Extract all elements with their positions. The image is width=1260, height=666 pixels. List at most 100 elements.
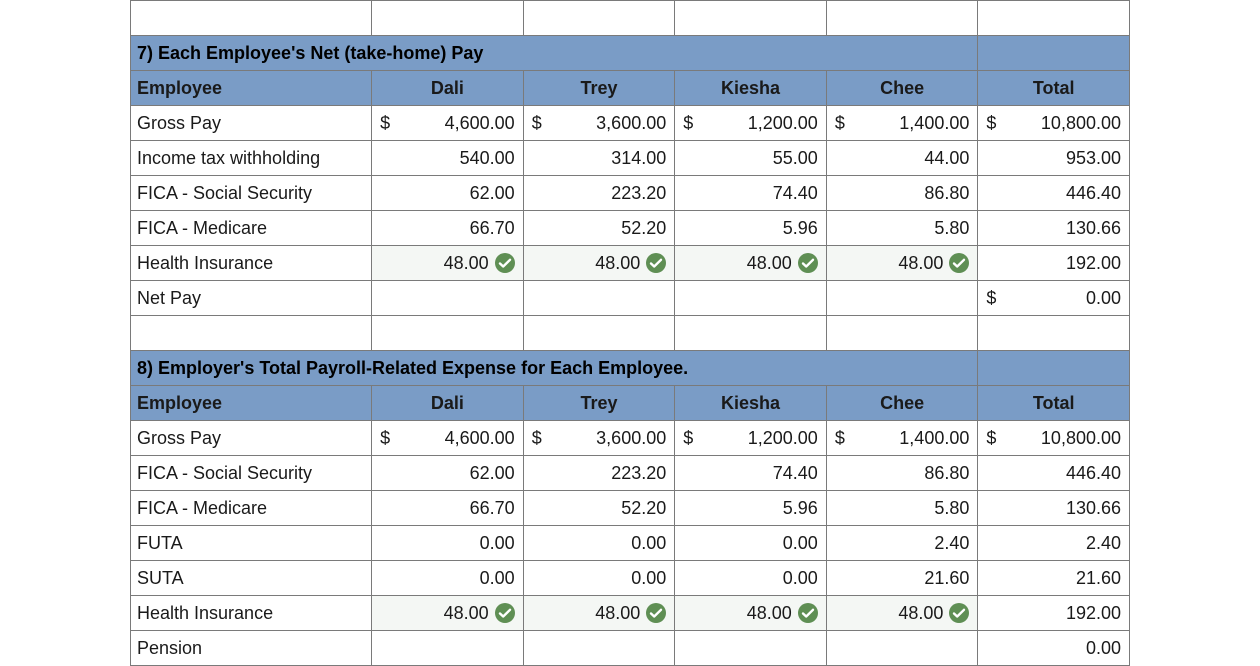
- s7-ficamed-row: FICA - Medicare 66.70 52.20 5.96 5.80 13…: [131, 211, 1130, 246]
- cell[interactable]: 86.80: [826, 456, 978, 491]
- cell[interactable]: 0.00: [372, 561, 524, 596]
- row-label: Income tax withholding: [131, 141, 372, 176]
- cell[interactable]: 66.70: [372, 491, 524, 526]
- cell[interactable]: 44.00: [826, 141, 978, 176]
- section8-title: 8) Employer's Total Payroll-Related Expe…: [131, 351, 978, 386]
- cell[interactable]: 192.00: [978, 596, 1130, 631]
- section8-title-row: 8) Employer's Total Payroll-Related Expe…: [131, 351, 1130, 386]
- cell[interactable]: 223.20: [523, 456, 675, 491]
- cell[interactable]: $10,800.00: [978, 106, 1130, 141]
- cell[interactable]: [523, 281, 675, 316]
- cell[interactable]: 953.00: [978, 141, 1130, 176]
- cell[interactable]: $4,600.00: [372, 106, 524, 141]
- check-icon: [495, 253, 515, 273]
- cell[interactable]: 5.80: [826, 211, 978, 246]
- cell[interactable]: 48.00: [372, 596, 524, 631]
- row-label: FICA - Social Security: [131, 176, 372, 211]
- cell[interactable]: 446.40: [978, 456, 1130, 491]
- cell[interactable]: [372, 281, 524, 316]
- cell[interactable]: $1,200.00: [675, 106, 827, 141]
- cell[interactable]: [826, 281, 978, 316]
- col-trey: Trey: [523, 71, 675, 106]
- cell[interactable]: 48.00: [826, 246, 978, 281]
- cell[interactable]: 0.00: [372, 526, 524, 561]
- cell[interactable]: 2.40: [826, 526, 978, 561]
- cell[interactable]: 0.00: [523, 526, 675, 561]
- cell[interactable]: 314.00: [523, 141, 675, 176]
- check-icon: [495, 603, 515, 623]
- cell[interactable]: 130.66: [978, 491, 1130, 526]
- cell[interactable]: $10,800.00: [978, 421, 1130, 456]
- s8-suta-row: SUTA 0.00 0.00 0.00 21.60 21.60: [131, 561, 1130, 596]
- spacer-row: [131, 316, 1130, 351]
- cell[interactable]: 66.70: [372, 211, 524, 246]
- row-label: FUTA: [131, 526, 372, 561]
- cell[interactable]: 0.00: [978, 631, 1130, 666]
- col-total: Total: [978, 386, 1130, 421]
- cell[interactable]: [675, 281, 827, 316]
- col-kiesha: Kiesha: [675, 71, 827, 106]
- cell[interactable]: 52.20: [523, 211, 675, 246]
- cell[interactable]: $1,400.00: [826, 106, 978, 141]
- cell[interactable]: [826, 631, 978, 666]
- s8-gross-row: Gross Pay $4,600.00 $3,600.00 $1,200.00 …: [131, 421, 1130, 456]
- cell[interactable]: 0.00: [523, 561, 675, 596]
- cell[interactable]: 21.60: [978, 561, 1130, 596]
- spacer-row: [131, 1, 1130, 36]
- s7-netpay-row: Net Pay $0.00: [131, 281, 1130, 316]
- cell[interactable]: 0.00: [675, 561, 827, 596]
- cell[interactable]: 74.40: [675, 456, 827, 491]
- cell[interactable]: [523, 631, 675, 666]
- row-label: Pension: [131, 631, 372, 666]
- cell[interactable]: 0.00: [675, 526, 827, 561]
- cell[interactable]: 48.00: [523, 596, 675, 631]
- cell[interactable]: $1,200.00: [675, 421, 827, 456]
- s8-ficass-row: FICA - Social Security 62.00 223.20 74.4…: [131, 456, 1130, 491]
- row-label: FICA - Social Security: [131, 456, 372, 491]
- payroll-table: 7) Each Employee's Net (take-home) Pay E…: [130, 0, 1130, 666]
- cell[interactable]: [372, 631, 524, 666]
- cell[interactable]: $4,600.00: [372, 421, 524, 456]
- cell[interactable]: 48.00: [826, 596, 978, 631]
- check-icon: [798, 603, 818, 623]
- cell[interactable]: 52.20: [523, 491, 675, 526]
- check-icon: [949, 253, 969, 273]
- cell[interactable]: 2.40: [978, 526, 1130, 561]
- cell[interactable]: 130.66: [978, 211, 1130, 246]
- cell[interactable]: 48.00: [675, 246, 827, 281]
- cell[interactable]: 48.00: [675, 596, 827, 631]
- cell[interactable]: $0.00: [978, 281, 1130, 316]
- col-chee: Chee: [826, 71, 978, 106]
- cell[interactable]: 5.96: [675, 491, 827, 526]
- cell[interactable]: 48.00: [372, 246, 524, 281]
- cell[interactable]: [675, 631, 827, 666]
- cell[interactable]: 21.60: [826, 561, 978, 596]
- row-label: SUTA: [131, 561, 372, 596]
- cell[interactable]: 540.00: [372, 141, 524, 176]
- cell[interactable]: 446.40: [978, 176, 1130, 211]
- cell[interactable]: 55.00: [675, 141, 827, 176]
- section7-title-row: 7) Each Employee's Net (take-home) Pay: [131, 36, 1130, 71]
- s7-gross-row: Gross Pay $4,600.00 $3,600.00 $1,200.00 …: [131, 106, 1130, 141]
- cell[interactable]: $1,400.00: [826, 421, 978, 456]
- cell[interactable]: 48.00: [523, 246, 675, 281]
- cell[interactable]: 86.80: [826, 176, 978, 211]
- col-dali: Dali: [372, 386, 524, 421]
- cell[interactable]: 74.40: [675, 176, 827, 211]
- cell[interactable]: $3,600.00: [523, 106, 675, 141]
- col-chee: Chee: [826, 386, 978, 421]
- cell[interactable]: 62.00: [372, 176, 524, 211]
- cell[interactable]: 192.00: [978, 246, 1130, 281]
- row-label: Gross Pay: [131, 106, 372, 141]
- row-label: FICA - Medicare: [131, 211, 372, 246]
- cell[interactable]: 223.20: [523, 176, 675, 211]
- col-trey: Trey: [523, 386, 675, 421]
- check-icon: [949, 603, 969, 623]
- cell[interactable]: $3,600.00: [523, 421, 675, 456]
- cell[interactable]: 62.00: [372, 456, 524, 491]
- row-label: Health Insurance: [131, 246, 372, 281]
- col-employee: Employee: [131, 386, 372, 421]
- cell[interactable]: 5.96: [675, 211, 827, 246]
- cell[interactable]: 5.80: [826, 491, 978, 526]
- row-label: FICA - Medicare: [131, 491, 372, 526]
